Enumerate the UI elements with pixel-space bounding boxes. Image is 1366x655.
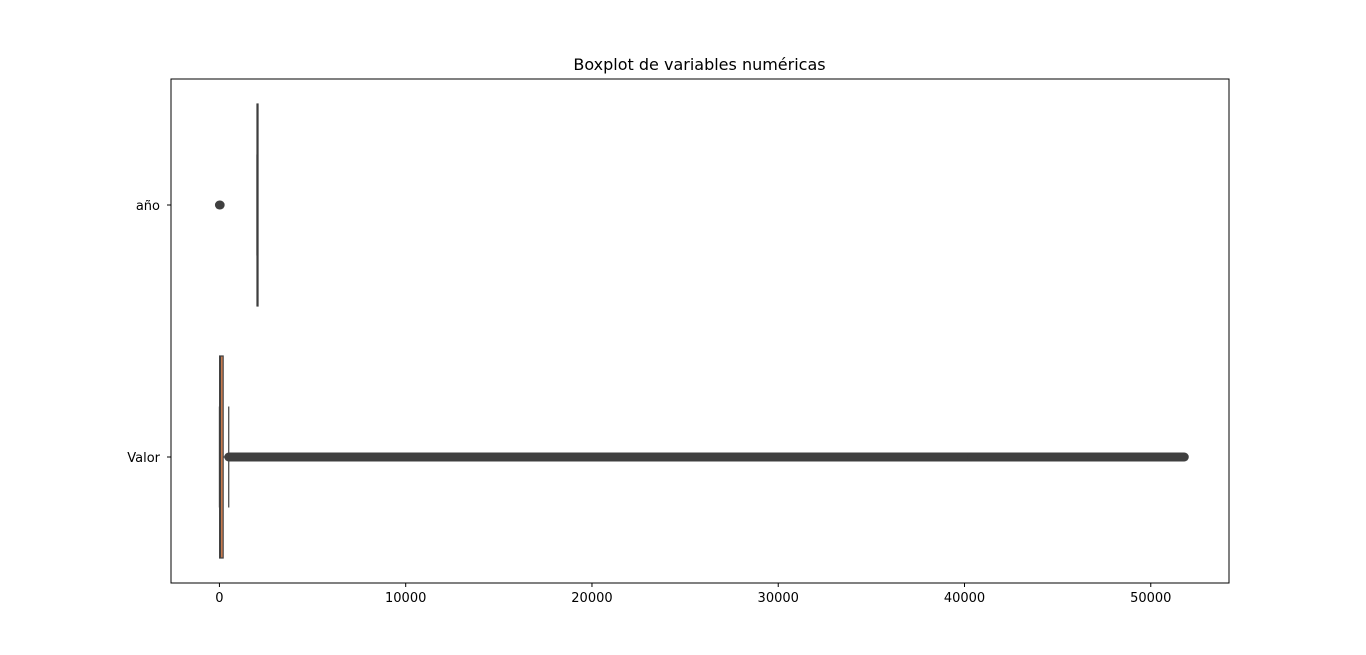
y-tick-label: Valor bbox=[127, 451, 160, 466]
x-tick-label: 50000 bbox=[1130, 591, 1171, 606]
x-axis: 0 10000 20000 30000 40000 50000 bbox=[215, 583, 1171, 606]
x-tick-label: 10000 bbox=[385, 591, 426, 606]
chart-title: Boxplot de variables numéricas bbox=[573, 55, 825, 74]
box bbox=[219, 355, 224, 559]
plot-area bbox=[214, 103, 1189, 559]
boxplot-ano bbox=[214, 103, 259, 307]
plot-frame bbox=[170, 78, 1230, 584]
x-tick-label: 30000 bbox=[758, 591, 799, 606]
x-tick-label: 0 bbox=[215, 591, 223, 606]
y-axis: año Valor bbox=[127, 199, 171, 466]
boxplot-valor bbox=[218, 355, 1189, 559]
x-tick-label: 20000 bbox=[571, 591, 612, 606]
y-tick-label: año bbox=[136, 199, 160, 214]
x-tick-label: 40000 bbox=[944, 591, 985, 606]
